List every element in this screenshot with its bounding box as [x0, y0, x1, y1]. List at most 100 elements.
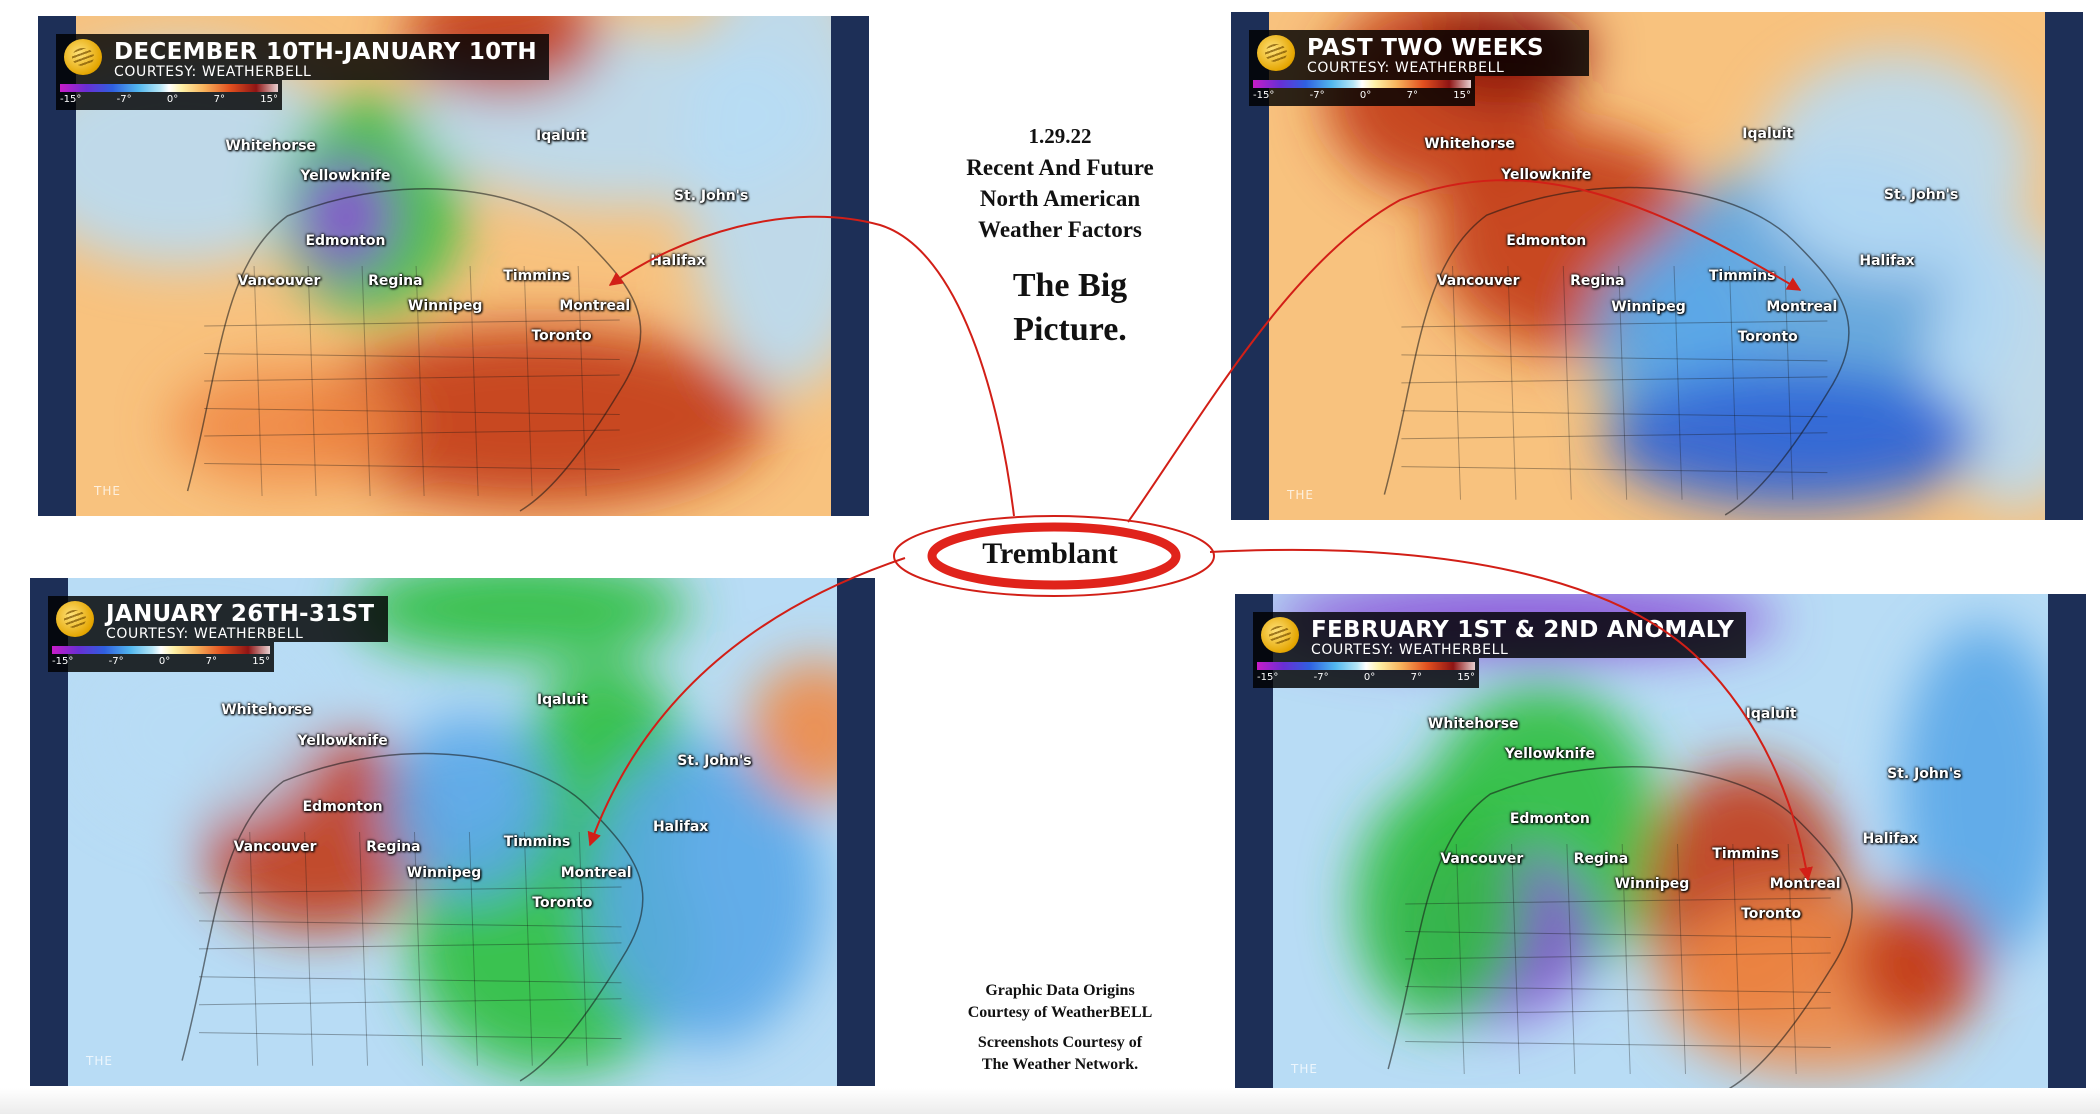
city-label: Toronto [531, 328, 592, 344]
border-line [304, 831, 314, 1066]
border-line [415, 265, 425, 497]
color-legend: -15° -7° 0° 7° 15° [48, 642, 274, 672]
legend-tick: -7° [116, 94, 132, 105]
color-legend: -15° -7° 0° 7° 15° [56, 80, 282, 110]
map-subtitle: COURTESY: WEATHERBELL [106, 626, 304, 642]
legend-tick: 7° [205, 656, 217, 667]
legend-tick: 0° [1363, 672, 1376, 683]
city-label: Regina [1573, 851, 1629, 867]
land-outline [186, 188, 642, 512]
map-panel-dec-jan: Whitehorse Yellowknife Iqaluit St. John's Ed… [38, 16, 869, 516]
weatherbell-logo-icon [1257, 35, 1295, 71]
map-title: FEBRUARY 1ST & 2ND ANOMALY [1311, 617, 1735, 643]
legend-gradient [1253, 80, 1471, 88]
city-label: Toronto [532, 895, 593, 912]
city-label: Timmins [1712, 846, 1779, 862]
legend-tick: -15° [1257, 672, 1279, 683]
border-line [204, 319, 620, 327]
border-line [1405, 931, 1831, 938]
map-subtitle: COURTESY: WEATHERBELL [1307, 60, 1505, 76]
city-label: Iqaluit [536, 691, 588, 708]
anomaly-blob [384, 715, 554, 899]
watermark: THE [94, 484, 121, 498]
city-label: Iqaluit [1742, 125, 1794, 142]
city-label: Halifax [1859, 252, 1915, 269]
anomaly-blob [1847, 894, 1984, 1034]
credit-line: Screenshots Courtesy of [977, 1034, 1143, 1051]
border-line [523, 831, 533, 1066]
weatherbell-logo-icon [56, 601, 94, 637]
map-subtitle: COURTESY: WEATHERBELL [114, 64, 312, 80]
city-label: Winnipeg [1614, 876, 1690, 892]
city-label: Regina [366, 839, 421, 856]
border-line [204, 408, 620, 415]
map-panel-jan-26-31: Whitehorse Yellowknife Iqaluit St. John's Ed… [30, 578, 875, 1086]
city-label: Whitehorse [225, 138, 317, 154]
anomaly-blob [80, 638, 318, 822]
city-label: Iqaluit [1745, 706, 1797, 722]
border-line [1677, 843, 1687, 1075]
legend-gradient [1257, 662, 1475, 670]
heading-line: North American [979, 186, 1141, 211]
anomaly-blob [1759, 52, 2032, 277]
map-title: DECEMBER 10TH-JANUARY 10TH [114, 39, 537, 65]
city-label: Montreal [1769, 876, 1841, 892]
city-label: Edmonton [1509, 811, 1590, 827]
city-label: Timmins [503, 268, 570, 284]
big-picture-line: The Big [1012, 267, 1128, 304]
city-label: Yellowknife [297, 732, 388, 749]
data-credit: Graphic Data Origins Courtesy of Weather… [900, 980, 1220, 1024]
city-label: Toronto [1741, 906, 1802, 922]
border-line [1405, 1007, 1831, 1015]
city-label: Montreal [559, 298, 631, 314]
border-line [523, 265, 533, 497]
border-line [198, 998, 622, 1006]
border-line [204, 429, 620, 437]
city-label: Halifax [652, 818, 709, 835]
legend-tick: 15° [252, 656, 270, 667]
city-label: Winnipeg [407, 298, 483, 314]
anomaly-blob [1605, 367, 1981, 510]
legend-tick: 0° [158, 656, 171, 667]
border-line [469, 265, 479, 497]
credit-line: Courtesy of WeatherBELL [967, 1004, 1153, 1021]
border-line [1621, 843, 1631, 1075]
credit-line: Graphic Data Origins [985, 982, 1135, 999]
map-title: PAST TWO WEEKS [1307, 35, 1544, 61]
city-label: St. John's [1883, 186, 1959, 203]
legend-tick: -7° [1309, 90, 1325, 101]
border-line [359, 831, 369, 1066]
border-line [204, 463, 620, 470]
border-line [204, 374, 620, 382]
city-label: Whitehorse [221, 702, 312, 719]
heading-line: Recent And Future [966, 155, 1154, 180]
border-line [198, 920, 622, 928]
legend-tick: 0° [166, 94, 179, 105]
border-line [413, 831, 423, 1066]
city-label: Winnipeg [1611, 298, 1686, 315]
anomaly-blob [1898, 624, 2069, 964]
legend-gradient [52, 646, 270, 654]
map-title-block: DECEMBER 10TH-JANUARY 10TH COURTESY: WEAT… [56, 34, 549, 80]
legend-tick: 7° [1406, 90, 1418, 101]
weatherbell-logo-icon [64, 39, 102, 75]
panel-frame-right [831, 16, 869, 516]
city-label: Yellowknife [1504, 746, 1595, 762]
city-label: Timmins [503, 834, 571, 851]
city-label: Montreal [1766, 298, 1838, 315]
weatherbell-logo-icon [1261, 617, 1299, 653]
color-legend: -15° -7° 0° 7° 15° [1249, 76, 1475, 106]
city-label: Vancouver [1436, 273, 1520, 290]
city-label: Montreal [560, 864, 632, 881]
legend-tick: 7° [1410, 672, 1422, 683]
legend-gradient [60, 84, 278, 92]
border-line [1405, 897, 1831, 905]
date-label: 1.29.22 [1028, 124, 1092, 148]
watermark: THE [1291, 1062, 1318, 1076]
border-line [204, 353, 620, 360]
city-label: Whitehorse [1427, 716, 1519, 732]
anomaly-blob [170, 366, 404, 486]
border-line [198, 976, 622, 984]
color-legend: -15° -7° 0° 7° 15° [1253, 658, 1479, 688]
border-line [1511, 843, 1521, 1075]
